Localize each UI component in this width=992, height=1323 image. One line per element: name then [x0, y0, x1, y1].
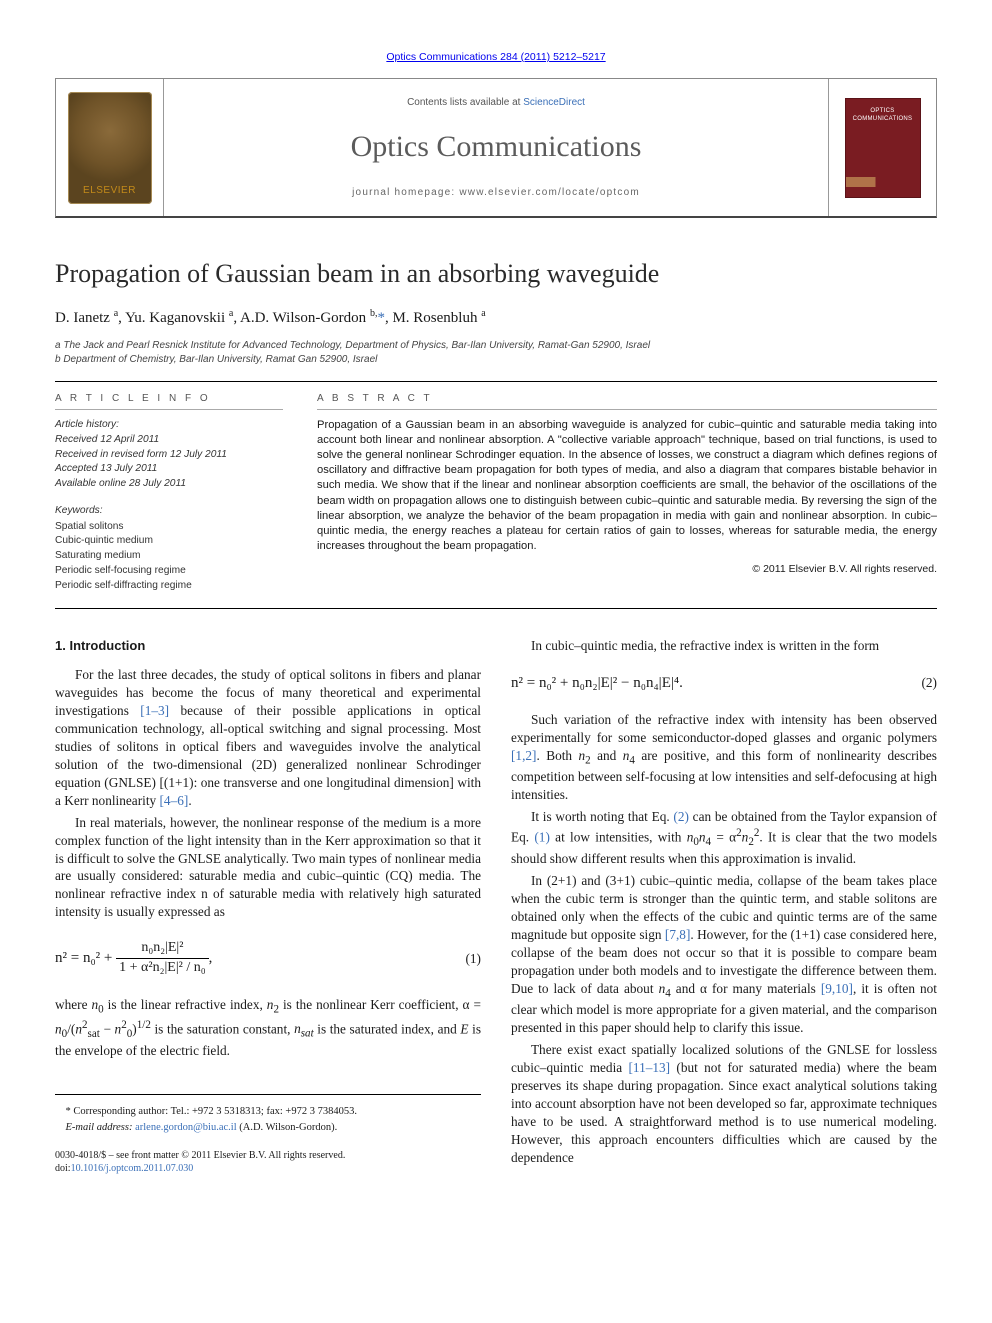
abstract-heading: A B S T R A C T	[317, 392, 937, 411]
email-link[interactable]: arlene.gordon@biu.ac.il	[135, 1122, 237, 1133]
article-title: Propagation of Gaussian beam in an absor…	[55, 256, 937, 291]
eq1-num: n₀n₂|E|²	[116, 939, 208, 959]
corresponding-author: * Corresponding author: Tel.: +972 3 531…	[55, 1105, 481, 1119]
keyword: Periodic self-diffracting regime	[55, 579, 283, 594]
sciencedirect-link[interactable]: ScienceDirect	[523, 97, 585, 108]
keyword: Cubic-quintic medium	[55, 534, 283, 549]
cover-signal-icon	[846, 177, 920, 187]
masthead: ELSEVIER Contents lists available at Sci…	[55, 78, 937, 218]
affiliation-a: a The Jack and Pearl Resnick Institute f…	[55, 339, 937, 353]
eq1-comma: ,	[209, 950, 213, 966]
eq2-expr: n² = n₀² + n₀n₂|E|² − n₀n₄|E|⁴.	[511, 673, 911, 693]
email-name: (A.D. Wilson-Gordon).	[237, 1122, 338, 1133]
history-received: Received 12 April 2011	[55, 434, 159, 445]
fraction: n₀n₂|E|² 1 + α²n₂|E|² / n₀	[116, 939, 208, 978]
eq1-lhs: n² = n₀² +	[55, 950, 116, 966]
section-heading-1: 1. Introduction	[55, 637, 481, 655]
journal-cover: OPTICS COMMUNICATIONS	[828, 79, 936, 216]
article-info-row: A R T I C L E I N F O Article history: R…	[55, 392, 937, 594]
para: In real materials, however, the nonlinea…	[55, 814, 481, 922]
journal-homepage: journal homepage: www.elsevier.com/locat…	[352, 186, 640, 200]
publisher-logo: ELSEVIER	[56, 79, 164, 216]
eq2-number: (2)	[911, 674, 937, 692]
front-matter: 0030-4018/$ – see front matter © 2011 El…	[55, 1149, 481, 1163]
sd-prefix: Contents lists available at	[407, 97, 523, 108]
para: There exist exact spatially localized so…	[511, 1041, 937, 1167]
body-columns: 1. Introduction For the last three decad…	[55, 637, 937, 1176]
keywords: Keywords: Spatial solitons Cubic-quintic…	[55, 504, 283, 594]
para: In (2+1) and (3+1) cubic–quintic media, …	[511, 872, 937, 1037]
affiliations: a The Jack and Pearl Resnick Institute f…	[55, 339, 937, 367]
history-revised: Received in revised form 12 July 2011	[55, 449, 227, 460]
keyword: Saturating medium	[55, 549, 283, 564]
eq1-number: (1)	[455, 950, 481, 968]
page: Optics Communications 284 (2011) 5212–52…	[0, 0, 992, 1236]
cover-title: OPTICS COMMUNICATIONS	[850, 107, 916, 123]
eq1-expr: n² = n₀² + n₀n₂|E|² 1 + α²n₂|E|² / n₀ ,	[55, 939, 455, 978]
article-info-heading: A R T I C L E I N F O	[55, 392, 283, 411]
abstract: A B S T R A C T Propagation of a Gaussia…	[317, 392, 937, 594]
para: In cubic–quintic media, the refractive i…	[511, 637, 937, 655]
doi-line: doi:10.1016/j.optcom.2011.07.030	[55, 1162, 481, 1176]
history-label: Article history:	[55, 419, 119, 430]
abstract-copyright: © 2011 Elsevier B.V. All rights reserved…	[317, 562, 937, 576]
affiliation-b: b Department of Chemistry, Bar-Ilan Univ…	[55, 353, 937, 367]
column-right: In cubic–quintic media, the refractive i…	[511, 637, 937, 1176]
article-history: Article history: Received 12 April 2011 …	[55, 418, 283, 492]
eq1-den: 1 + α²n₂|E|² / n₀	[116, 959, 208, 978]
footnotes: * Corresponding author: Tel.: +972 3 531…	[55, 1094, 481, 1135]
journal-name: Optics Communications	[351, 127, 642, 168]
email-line: E-mail address: arlene.gordon@biu.ac.il …	[55, 1121, 481, 1135]
para: where n0 is the linear refractive index,…	[55, 996, 481, 1060]
equation-1: n² = n₀² + n₀n₂|E|² 1 + α²n₂|E|² / n₀ , …	[55, 939, 481, 978]
legal-block: 0030-4018/$ – see front matter © 2011 El…	[55, 1149, 481, 1176]
para: Such variation of the refractive index w…	[511, 711, 937, 804]
keyword: Spatial solitons	[55, 520, 283, 535]
keyword: Periodic self-focusing regime	[55, 564, 283, 579]
article-info: A R T I C L E I N F O Article history: R…	[55, 392, 283, 594]
email-label: E-mail address:	[66, 1122, 136, 1133]
column-left: 1. Introduction For the last three decad…	[55, 637, 481, 1176]
equation-2: n² = n₀² + n₀n₂|E|² − n₀n₄|E|⁴. (2)	[511, 673, 937, 693]
para: For the last three decades, the study of…	[55, 666, 481, 810]
publisher-label: ELSEVIER	[68, 184, 152, 198]
para: It is worth noting that Eq. (2) can be o…	[511, 808, 937, 868]
doi-label: doi:	[55, 1163, 71, 1174]
sciencedirect-line: Contents lists available at ScienceDirec…	[407, 96, 585, 110]
keywords-label: Keywords:	[55, 504, 283, 518]
authors: D. Ianetz a, Yu. Kaganovskii a, A.D. Wil…	[55, 307, 937, 328]
divider	[55, 608, 937, 609]
citation-link[interactable]: Optics Communications 284 (2011) 5212–52…	[386, 51, 605, 63]
history-accepted: Accepted 13 July 2011	[55, 463, 157, 474]
doi-link[interactable]: 10.1016/j.optcom.2011.07.030	[71, 1163, 194, 1174]
divider	[55, 381, 937, 382]
history-online: Available online 28 July 2011	[55, 478, 186, 489]
cover-thumbnail-icon: OPTICS COMMUNICATIONS	[845, 98, 921, 198]
masthead-center: Contents lists available at ScienceDirec…	[164, 79, 828, 216]
elsevier-tree-icon: ELSEVIER	[68, 92, 152, 204]
abstract-text: Propagation of a Gaussian beam in an abs…	[317, 418, 937, 554]
citation-line[interactable]: Optics Communications 284 (2011) 5212–52…	[55, 50, 937, 64]
